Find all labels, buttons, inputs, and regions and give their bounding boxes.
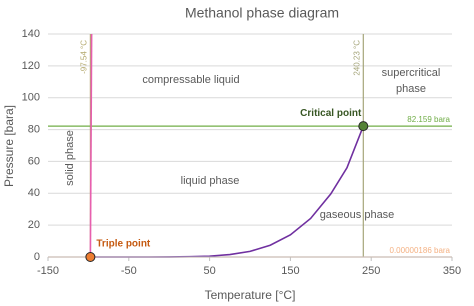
point-label: Critical point bbox=[300, 108, 362, 119]
point-marker bbox=[358, 121, 369, 132]
y-tick-label: 60 bbox=[28, 155, 40, 167]
region-label: compressable liquid bbox=[142, 74, 239, 86]
y-tick-label: 20 bbox=[28, 219, 40, 231]
reference-label: 240.23 °C bbox=[352, 40, 361, 76]
x-tick-label: 350 bbox=[443, 265, 461, 277]
x-tick-label: 150 bbox=[281, 265, 299, 277]
y-tick-label: 0 bbox=[34, 251, 40, 263]
y-tick-label: 80 bbox=[28, 123, 40, 135]
x-tick-label: 50 bbox=[203, 265, 215, 277]
y-tick-label: 100 bbox=[22, 92, 40, 104]
point-marker bbox=[85, 252, 96, 262]
region-label: liquid phase bbox=[181, 175, 240, 187]
y-tick-label: 40 bbox=[28, 187, 40, 199]
reference-label: 82.159 bara bbox=[407, 115, 450, 124]
x-tick-label: 250 bbox=[362, 265, 380, 277]
reference-label: 0.00000186 bara bbox=[390, 246, 451, 255]
region-label: supercritical bbox=[382, 67, 441, 79]
chart-title: Methanol phase diagram bbox=[185, 5, 339, 21]
region-label: phase bbox=[396, 83, 426, 95]
region-label: solid phase bbox=[64, 130, 76, 186]
y-tick-label: 120 bbox=[22, 60, 40, 72]
x-axis-label: Temperature [°C] bbox=[205, 288, 296, 302]
y-axis-label: Pressure [bara] bbox=[2, 105, 16, 187]
phase-curve bbox=[89, 33, 93, 258]
x-tick-label: -50 bbox=[121, 265, 137, 277]
y-tick-label: 140 bbox=[22, 28, 40, 40]
x-tick-label: -150 bbox=[37, 265, 59, 277]
reference-label: -97.54 °C bbox=[79, 40, 88, 74]
phase-curve bbox=[90, 125, 365, 258]
region-label: gaseous phase bbox=[320, 209, 395, 221]
point-label: Triple point bbox=[96, 239, 151, 250]
